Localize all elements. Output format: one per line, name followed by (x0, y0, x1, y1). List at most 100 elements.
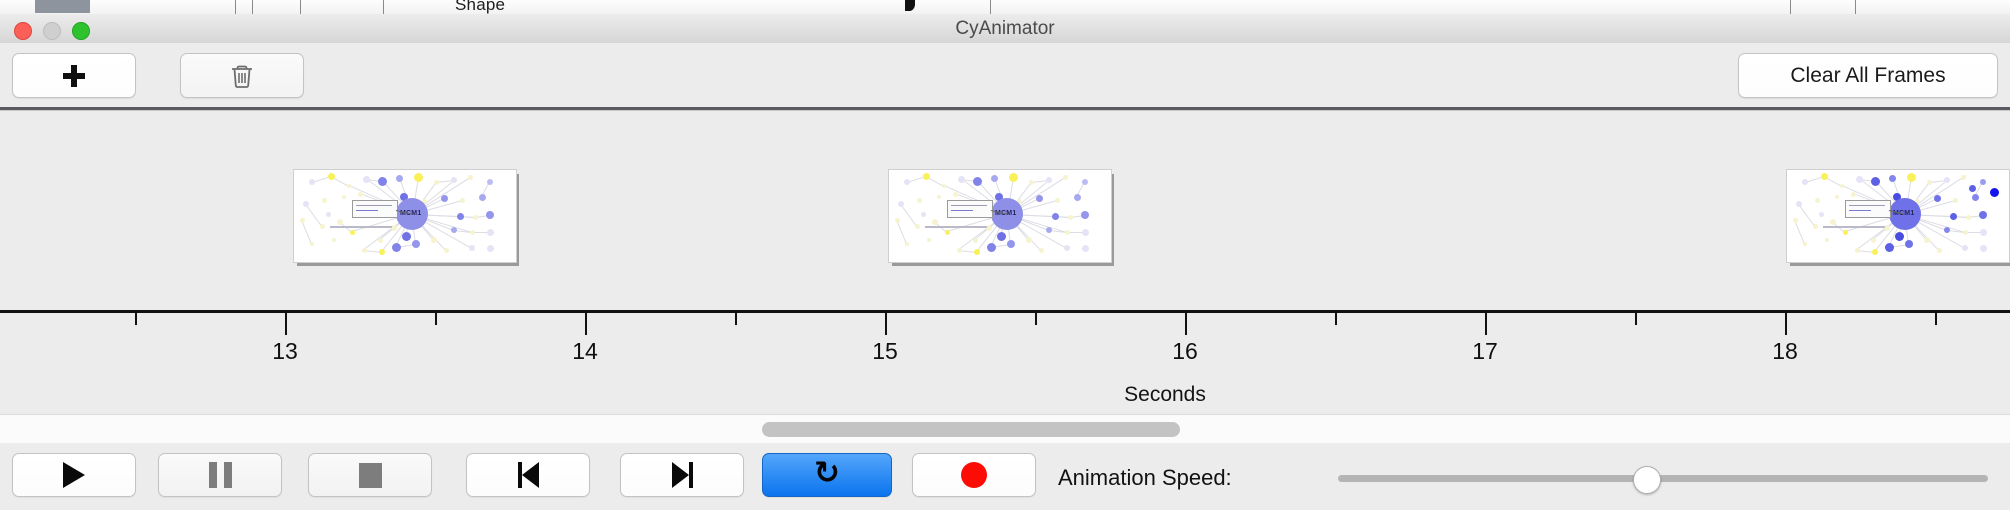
stop-button (308, 453, 432, 497)
network-node (1872, 249, 1878, 255)
network-node (916, 197, 922, 203)
clear-all-frames-button[interactable]: Clear All Frames (1738, 53, 1998, 98)
timeline-frame-thumbnail[interactable]: MCM1 (293, 169, 519, 266)
close-button[interactable] (14, 22, 32, 40)
network-node (1926, 179, 1932, 185)
network-node (1924, 237, 1930, 243)
record-button[interactable] (912, 453, 1036, 497)
network-node (1944, 177, 1950, 183)
network-node (1081, 228, 1089, 236)
background-selected-tab (35, 0, 90, 13)
network-edge (896, 220, 907, 245)
timeline-canvas[interactable]: MCM1 MCM1 MCM1 (0, 111, 2010, 311)
network-node (894, 217, 900, 223)
scrollbar-thumb[interactable] (762, 422, 1180, 437)
network-node (1968, 184, 1976, 192)
network-node (1962, 229, 1968, 235)
axis-tick-minor (1035, 313, 1037, 325)
network-edge (1965, 232, 1983, 233)
animation-speed-slider-thumb[interactable] (1633, 466, 1661, 494)
network-node (337, 219, 343, 225)
network-hub-node (991, 198, 1023, 230)
traffic-lights (14, 22, 90, 40)
network-node (1870, 176, 1880, 186)
network-node (1906, 172, 1916, 182)
record-icon (961, 462, 987, 488)
delete-frame-button[interactable] (180, 53, 304, 98)
timeline-frame-thumbnail[interactable]: MCM1 (1786, 169, 2010, 266)
network-node (1979, 228, 1987, 236)
play-button[interactable] (12, 453, 136, 497)
network-node (400, 193, 408, 201)
plus-icon (63, 64, 85, 87)
network-hub-node (396, 198, 428, 230)
axis-tick-label: 18 (1772, 338, 1798, 364)
network-node (1914, 198, 1920, 204)
network-node (1952, 197, 1958, 203)
network-node (1046, 177, 1052, 183)
network-node (327, 172, 335, 180)
network-node (478, 193, 486, 201)
minimize-button[interactable] (43, 22, 61, 40)
network-node (1989, 187, 1999, 197)
skip-to-start-button[interactable] (466, 453, 590, 497)
axis-tick-major (285, 313, 287, 335)
network-node (914, 223, 920, 229)
network-annotation-callout (1845, 200, 1891, 218)
network-node (927, 238, 931, 242)
network-node (332, 238, 336, 242)
skip-to-end-button[interactable] (620, 453, 744, 497)
maximize-button[interactable] (72, 22, 90, 40)
network-node (990, 174, 998, 182)
network-node (451, 177, 457, 183)
network-annotation-callout (947, 200, 993, 218)
network-node (1820, 172, 1828, 180)
network-node (898, 201, 904, 207)
axis-tick-label: 13 (272, 338, 298, 364)
network-node (1854, 247, 1860, 253)
network-node (1850, 191, 1856, 197)
timeline-axis-line (0, 310, 2010, 313)
axis-tick-minor (1935, 313, 1937, 325)
network-node (1067, 214, 1073, 220)
network-node (299, 217, 305, 223)
axis-tick-major (1785, 313, 1787, 335)
axis-tick-major (1185, 313, 1187, 335)
network-node (957, 175, 965, 183)
network-node (1933, 194, 1941, 202)
trash-icon (232, 65, 252, 88)
network-node (1979, 244, 1987, 252)
timeline-scrollbar[interactable] (0, 414, 2010, 444)
network-node (1035, 194, 1043, 202)
network-node (431, 237, 437, 243)
axis-tick-minor (1335, 313, 1337, 325)
network-node (342, 195, 346, 199)
network-node (1081, 244, 1089, 252)
loop-button[interactable]: ↻ (762, 453, 892, 497)
network-edge (1067, 232, 1085, 233)
frame-plate: MCM1 (888, 169, 1112, 263)
network-node (469, 245, 475, 251)
axis-tick-major (885, 313, 887, 335)
animation-speed-slider[interactable] (1338, 475, 1988, 482)
frame-toolbar: Clear All Frames (0, 43, 2010, 108)
clear-all-frames-label: Clear All Frames (1790, 63, 1946, 87)
network-node (1835, 195, 1839, 199)
network-node (905, 242, 909, 246)
network-node (487, 179, 493, 185)
network-graph: MCM1 (889, 170, 1111, 262)
network-node (1870, 237, 1876, 243)
toolbar-divider (0, 107, 2010, 110)
network-node (1842, 229, 1848, 235)
frame-plate: MCM1 (293, 169, 517, 263)
network-edge (1798, 204, 1815, 227)
network-memo-text (1823, 226, 1885, 228)
timeline-frame-thumbnail[interactable]: MCM1 (888, 169, 1114, 266)
add-frame-button[interactable] (12, 53, 136, 98)
network-node (347, 184, 351, 188)
axis-tick-major (585, 313, 587, 335)
network-node (1792, 217, 1798, 223)
network-node (1062, 174, 1068, 180)
network-node (362, 175, 370, 183)
